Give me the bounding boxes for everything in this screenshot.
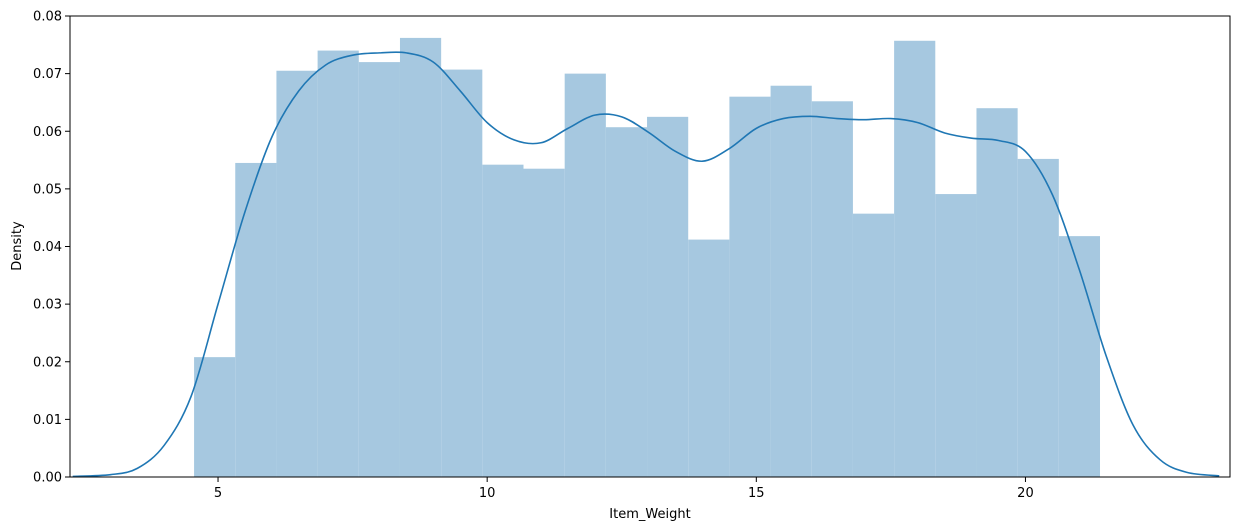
- histogram-bar: [194, 357, 236, 477]
- histogram-bar: [688, 239, 730, 477]
- y-tick-label: 0.04: [33, 240, 62, 255]
- y-tick-label: 0.03: [33, 298, 62, 313]
- x-tick-label: 10: [479, 486, 496, 501]
- histogram-bar: [358, 62, 400, 477]
- histogram-bars: [194, 37, 1101, 478]
- y-tick-label: 0.01: [33, 413, 62, 428]
- histogram-bar: [894, 40, 936, 478]
- x-tick-label: 20: [1017, 486, 1034, 501]
- y-tick-label: 0.00: [33, 471, 62, 486]
- histogram-bar: [441, 69, 483, 477]
- histogram-bar: [1017, 158, 1059, 477]
- histogram-bar: [523, 168, 565, 478]
- histogram-bar: [1058, 236, 1101, 477]
- y-tick-label: 0.06: [33, 125, 62, 140]
- histogram-bar: [770, 85, 812, 477]
- histogram-bar: [811, 101, 853, 477]
- y-axis: 0.00 0.01 0.02 0.03 0.04 0.05 0.06 0.07 0.08: [33, 10, 70, 486]
- histogram-bar: [729, 96, 771, 478]
- histogram-bar: [564, 73, 606, 477]
- x-axis: 5 10 15 20: [214, 477, 1034, 501]
- kde-curve: [72, 51, 1220, 478]
- y-axis-label: Density: [10, 221, 25, 271]
- histogram-bar: [317, 50, 359, 477]
- histogram-bar: [605, 127, 648, 477]
- histogram-bar: [482, 164, 524, 478]
- histogram-bar: [935, 194, 977, 477]
- histogram-bar: [399, 37, 442, 478]
- histogram-bar: [976, 108, 1018, 477]
- x-axis-label: Item_Weight: [609, 507, 690, 522]
- histogram-bar: [647, 116, 689, 477]
- histogram-bar: [235, 162, 277, 477]
- histogram-bar: [852, 213, 895, 477]
- histogram-bar: [276, 70, 318, 478]
- y-tick-label: 0.08: [33, 10, 62, 25]
- y-tick-label: 0.05: [33, 182, 62, 197]
- x-tick-label: 15: [748, 486, 765, 501]
- y-tick-label: 0.02: [33, 355, 62, 370]
- y-tick-label: 0.07: [33, 67, 62, 82]
- x-tick-label: 5: [214, 486, 222, 501]
